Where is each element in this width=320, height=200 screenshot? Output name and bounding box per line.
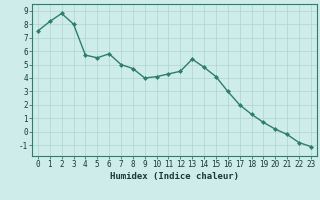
X-axis label: Humidex (Indice chaleur): Humidex (Indice chaleur) (110, 172, 239, 181)
